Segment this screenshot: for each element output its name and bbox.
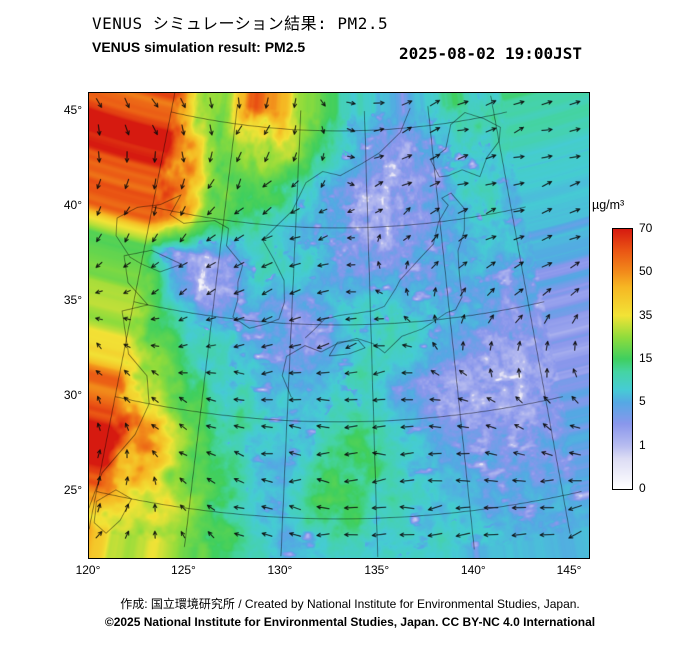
colorbar	[612, 228, 633, 490]
colorbar-tick-label: 5	[639, 394, 646, 409]
page-title-japanese: VENUS シミュレーション結果: PM2.5	[92, 14, 389, 33]
lat-tick-label: 35°	[63, 292, 82, 307]
lat-tick-label: 25°	[63, 482, 82, 497]
lon-tick-label: 145°	[556, 563, 582, 577]
colorbar-tick-label: 1	[639, 437, 646, 452]
lat-tick-label: 45°	[63, 102, 82, 117]
colorbar-tick-label: 35	[639, 307, 653, 322]
colorbar-tick-label: 50	[639, 264, 653, 279]
map-frame	[88, 92, 590, 559]
copyright-line: ©2025 National Institute for Environment…	[104, 615, 596, 629]
pm25-map-canvas	[89, 93, 589, 558]
colorbar-unit-label: µg/m³	[592, 198, 625, 212]
lon-tick-label: 120°	[75, 563, 101, 577]
lon-tick-label: 140°	[460, 563, 486, 577]
colorbar-tick-label: 15	[639, 351, 653, 365]
lon-tick-label: 135°	[364, 563, 390, 577]
page-subtitle-english: VENUS simulation result: PM2.5	[92, 39, 306, 55]
timestamp-label: 2025-08-02 19:00JST	[399, 44, 583, 63]
lon-tick-label: 125°	[171, 563, 196, 577]
lon-tick-label: 130°	[267, 563, 293, 577]
lat-tick-label: 30°	[63, 387, 82, 402]
lat-tick-label: 40°	[63, 197, 82, 212]
credit-line: 作成: 国立環境研究所 / Created by National Instit…	[120, 597, 580, 611]
colorbar-tick-label: 0	[639, 481, 646, 495]
colorbar-tick-label: 70	[639, 221, 653, 235]
